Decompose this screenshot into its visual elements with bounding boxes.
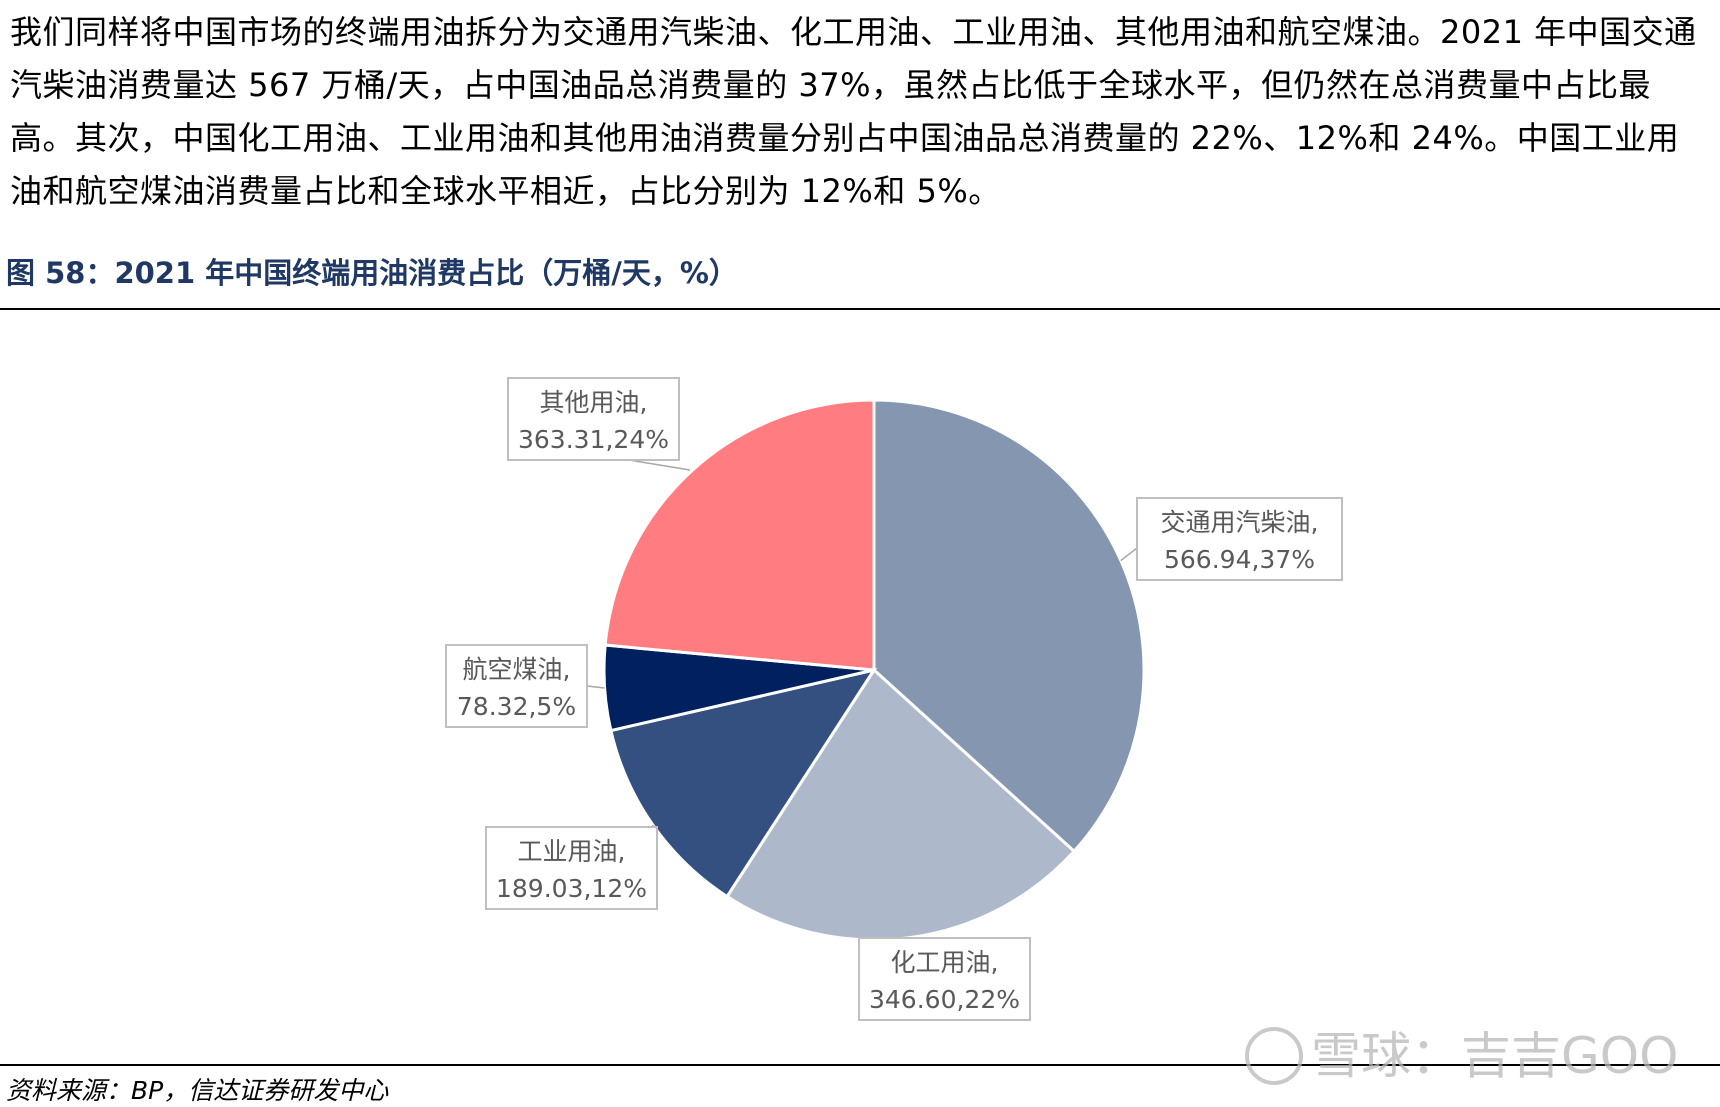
slice-value-label: 566.94,37% (1164, 545, 1315, 574)
watermark-text: 雪球：吉吉GOO (1311, 1027, 1678, 1085)
slice-name-label: 其他用油, (540, 388, 648, 417)
slice-value-label: 346.60,22% (869, 985, 1020, 1014)
slice-name-label: 交通用汽柴油, (1161, 508, 1319, 537)
pie-slices (604, 400, 1144, 940)
leader-line-1 (1121, 548, 1137, 561)
slice-name-label: 工业用油, (518, 837, 626, 866)
watermark: 雪球：吉吉GOO (1245, 1016, 1678, 1089)
slice-name-label: 化工用油, (891, 948, 999, 977)
leader-line-4 (587, 686, 605, 688)
slice-value-label: 363.31,24% (518, 425, 669, 454)
slice-value-label: 189.03,12% (496, 874, 647, 903)
snowball-logo-icon (1245, 1027, 1303, 1085)
source-note: 资料来源：BP，信达证券研发中心 (6, 1071, 388, 1107)
slice-name-label: 航空煤油, (463, 655, 571, 684)
slice-value-label: 78.32,5% (457, 692, 576, 721)
leader-line-5 (629, 460, 690, 470)
